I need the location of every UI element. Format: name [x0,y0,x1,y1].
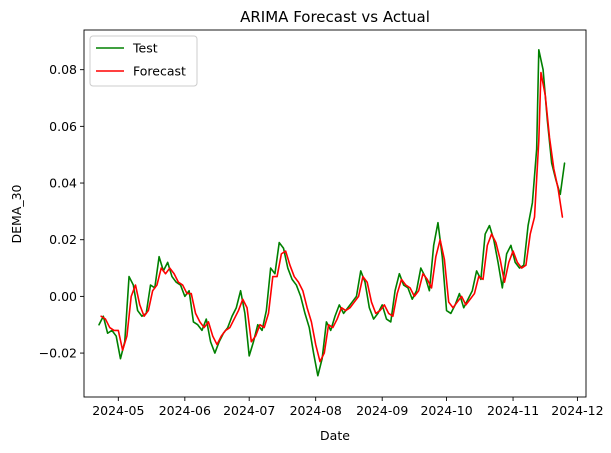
y-tick-label: −0.02 [39,346,77,361]
y-tick-label: 0.08 [49,62,77,77]
x-tick-label: 2024-12 [551,403,603,418]
plot-frame [83,29,587,398]
x-tick-label: 2024-07 [223,403,275,418]
x-axis: 2024-05 2024-06 2024-07 2024-08 2024-09 2024-… [92,397,604,418]
y-axis: −0.02 0.00 0.02 0.04 0.06 0.08 [39,62,84,361]
legend-label-forecast: Forecast [133,64,186,79]
chart-title: ARIMA Forecast vs Actual [240,8,430,26]
x-tick-label: 2024-10 [420,403,472,418]
x-tick-label: 2024-06 [159,403,211,418]
legend-label-test: Test [132,41,158,56]
x-tick-label: 2024-09 [356,403,408,418]
x-tick-label: 2024-05 [92,403,144,418]
y-axis-title: DEMA_30 [9,184,24,243]
x-tick-label: 2024-08 [290,403,342,418]
legend: Test Forecast [89,35,198,87]
series-layer [98,49,566,377]
y-tick-label: 0.00 [49,289,77,304]
series-line-test [98,49,566,377]
x-axis-title: Date [320,428,350,443]
x-tick-label: 2024-11 [487,403,539,418]
y-tick-label: 0.04 [49,176,77,191]
series-line-forecast [100,71,564,363]
y-tick-label: 0.02 [49,232,77,247]
y-tick-label: 0.06 [49,119,77,134]
plot-area [84,30,586,397]
